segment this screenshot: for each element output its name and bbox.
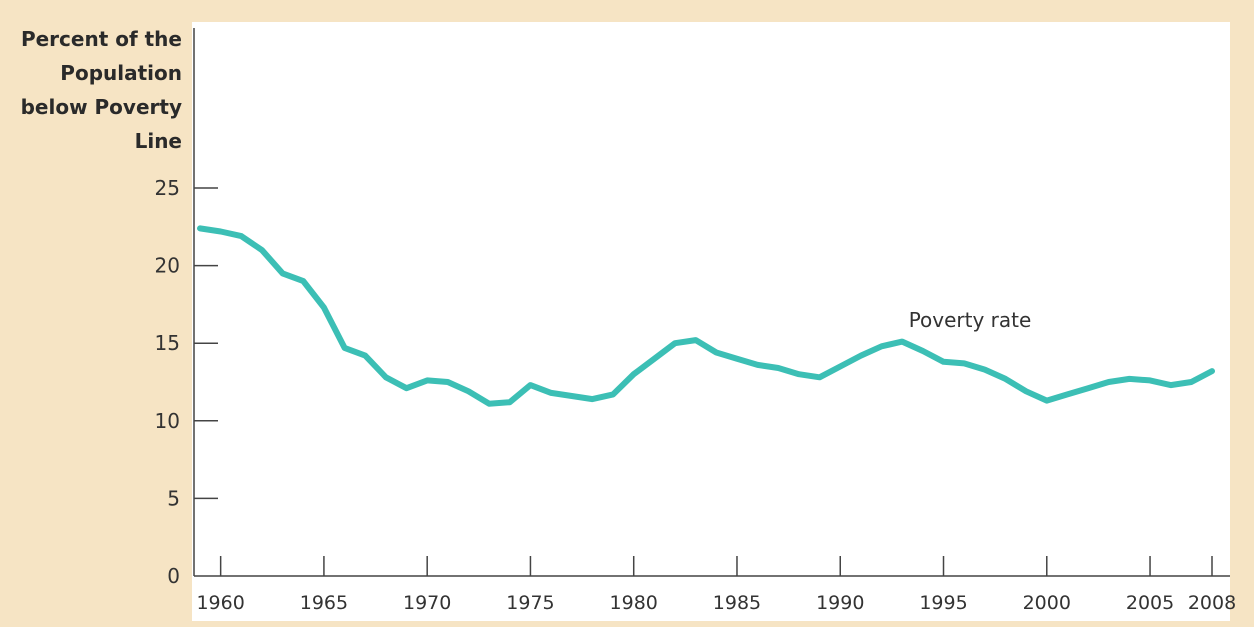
y-tick-label-15: 15 xyxy=(155,331,180,355)
x-tick-label-1965: 1965 xyxy=(300,592,348,614)
y-axis-label-line-3: below Poverty xyxy=(20,95,182,119)
series-label-0: Poverty rate xyxy=(909,308,1032,332)
x-tick-label-2000: 2000 xyxy=(1023,592,1071,614)
y-axis-label-line-4: Line xyxy=(134,129,182,153)
y-tick-label-5: 5 xyxy=(167,486,180,510)
labels-layer: 0 5 10 15 20 25 1960 1965 1970 1975 1980 1985 1990 19… xyxy=(155,176,1237,614)
y-tick-label-0: 0 xyxy=(167,564,180,588)
y-tick-label-20: 20 xyxy=(155,254,180,278)
x-tick-label-2005: 2005 xyxy=(1126,592,1174,614)
y-axis-label: Percent of the Population below Poverty … xyxy=(8,22,182,158)
x-tick-label-1975: 1975 xyxy=(506,592,554,614)
x-tick-label-1995: 1995 xyxy=(919,592,967,614)
x-tick-label-1960: 1960 xyxy=(196,592,244,614)
series-line-0 xyxy=(197,225,1215,407)
y-axis-label-line-2: Population xyxy=(60,61,182,85)
x-tick-label-1990: 1990 xyxy=(816,592,864,614)
x-tick-label-1985: 1985 xyxy=(713,592,761,614)
x-tick-label-1970: 1970 xyxy=(403,592,451,614)
plot-panel xyxy=(192,22,1230,621)
axes xyxy=(193,28,1230,577)
y-tick-label-25: 25 xyxy=(155,176,180,200)
y-tick-label-10: 10 xyxy=(155,409,180,433)
x-tick-label-1980: 1980 xyxy=(610,592,658,614)
y-axis-label-line-1: Percent of the xyxy=(20,27,182,51)
x-tick-label-2008: 2008 xyxy=(1188,592,1236,614)
series-layer xyxy=(197,225,1215,407)
